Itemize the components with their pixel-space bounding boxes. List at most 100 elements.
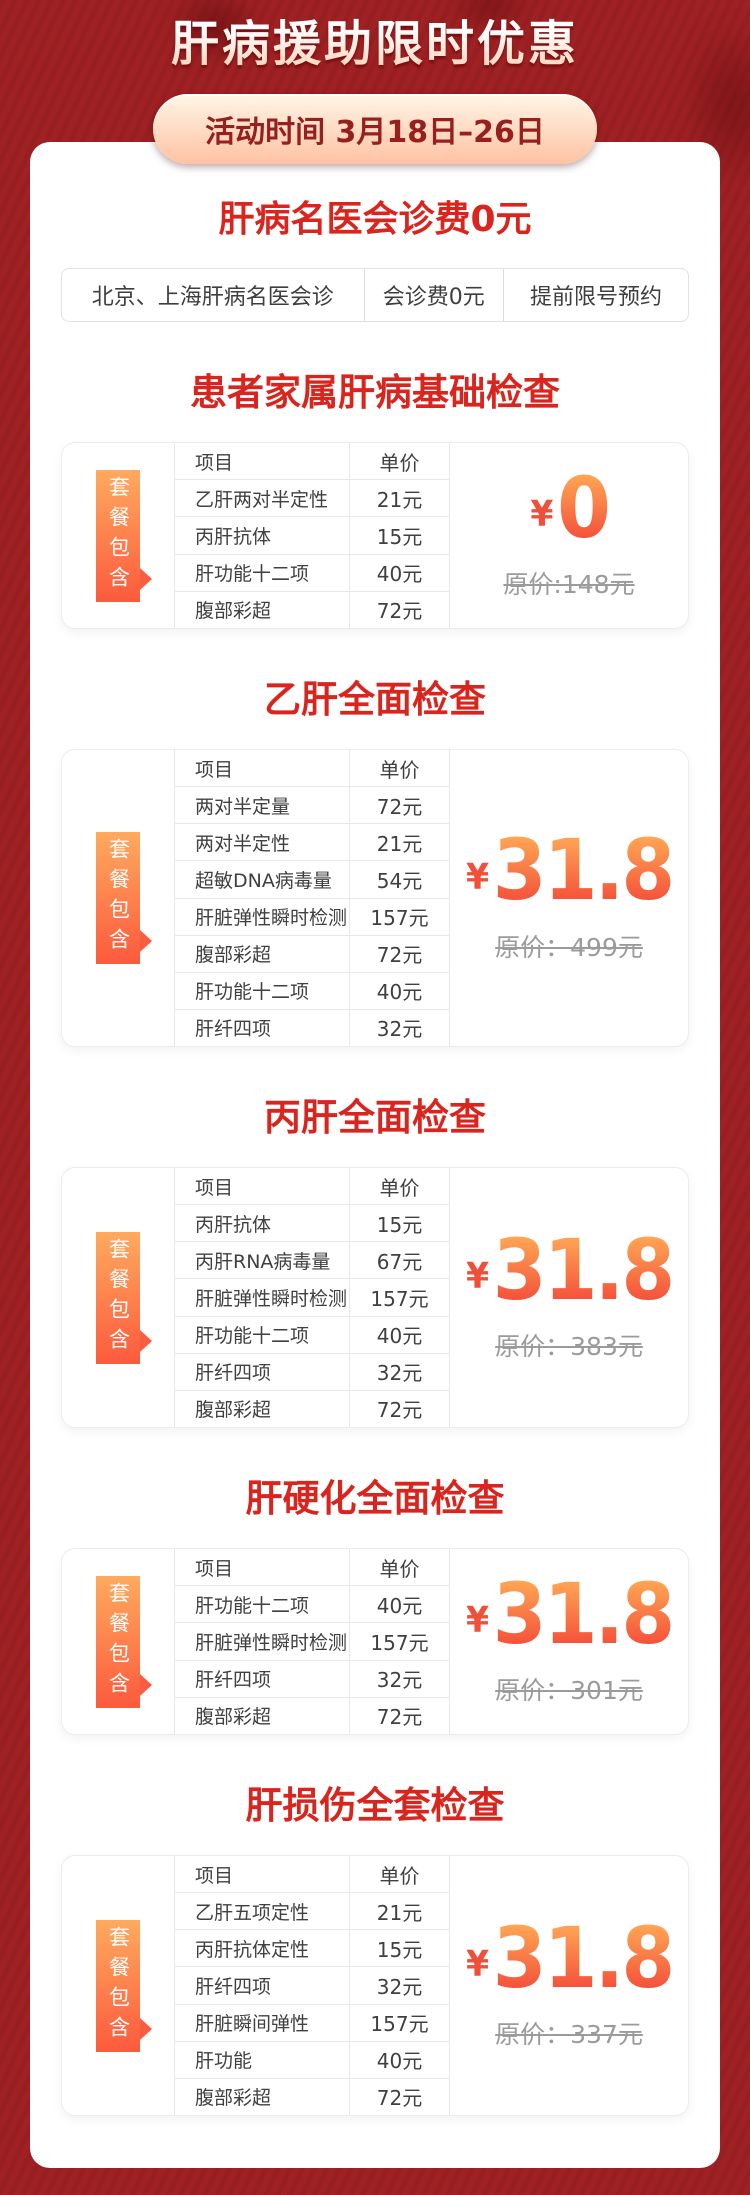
ribbon-zone: 套餐包含: [62, 1549, 174, 1734]
original-price: 原价：499元: [495, 932, 643, 962]
item-price-cell: 15元: [349, 1205, 449, 1242]
item-name-cell: 腹部彩超: [195, 944, 272, 967]
item-name-cell: 肝纤四项: [195, 1669, 272, 1692]
item-price-cell: 21元: [349, 1893, 449, 1930]
table-row: 丙肝抗体定性 15元: [175, 1929, 449, 1967]
price-box: ¥ 0 原价:148元: [450, 443, 688, 628]
package-price: 31.8: [492, 1564, 675, 1663]
original-price: 原价：301元: [495, 1676, 643, 1706]
item-price-cell: 15元: [349, 1930, 449, 1967]
item-name-cell: 肝功能十二项: [195, 981, 310, 1004]
item-name-cell: 两对半定性: [195, 832, 291, 855]
price-box: ¥ 31.8 原价：301元: [450, 1549, 688, 1734]
package-title: 肝硬化全面检查: [245, 1477, 505, 1520]
currency-symbol: ¥: [530, 494, 554, 536]
item-price-cell: 157元: [349, 898, 449, 935]
table-row: 肝功能 40元: [175, 2040, 449, 2078]
tag-item: 会诊费0元: [363, 269, 503, 321]
tag-item: 北京、上海肝病名医会诊: [91, 285, 334, 310]
item-price-cell: 72元: [349, 591, 449, 629]
item-name-cell: 超敏DNA病毒量: [195, 869, 332, 892]
item-name-cell: 腹部彩超: [195, 1399, 272, 1422]
table-row: 超敏DNA病毒量 54元: [175, 860, 449, 898]
currency-symbol: ¥: [465, 1600, 489, 1642]
table-row: 腹部彩超 72元: [175, 2077, 449, 2115]
col-header-item: 项目: [195, 1864, 234, 1887]
item-name-cell: 丙肝抗体: [195, 1213, 272, 1236]
package-title: 肝损伤全套检查: [245, 1784, 505, 1827]
price-line: ¥ 31.8: [466, 1908, 675, 2007]
item-name-cell: 肝脏弹性瞬时检测: [195, 1287, 348, 1310]
item-name-cell: 腹部彩超: [195, 600, 272, 623]
price-line: ¥ 31.8: [465, 1564, 675, 1663]
package-table: 项目 单价 乙肝五项定性 21元 丙肝抗体定性 15元 肝纤四项 32元 肝脏瞬间弹性 157元肝…: [174, 1856, 450, 2115]
item-name-cell: 丙肝RNA病毒量: [195, 1250, 331, 1273]
table-row: 肝纤四项 32元: [175, 1966, 449, 2004]
header: 肝病援助限时优惠 活动时间 3月18日–26日: [0, 0, 750, 164]
package-table: 项目 单价 两对半定量 72元 两对半定性 21元 超敏DNA病毒量 54元 肝脏弹性瞬时检测 1…: [174, 750, 450, 1046]
ribbon-zone: 套餐包含: [62, 1856, 174, 2115]
package-ribbon: 套餐包含: [96, 832, 152, 964]
item-name-cell: 丙肝抗体定性: [195, 1938, 310, 1961]
item-name-cell: 丙肝抗体: [195, 526, 272, 548]
package-section: 丙肝全面检查 套餐包含 项目 单价 丙肝抗体 15元 丙肝RNA病毒量 67元 肝脏弹性瞬时…: [61, 1087, 689, 1428]
table-row: 肝功能十二项 40元: [175, 971, 449, 1009]
table-row: 两对半定性 21元: [175, 823, 449, 861]
package-card: 套餐包含 项目 单价 乙肝两对半定性 21元 丙肝抗体 15元 肝功能十二项 40元 腹部彩超 7…: [61, 442, 689, 629]
col-header-item: 项目: [195, 1176, 234, 1199]
table-row: 丙肝抗体 15元: [175, 516, 449, 554]
item-price-cell: 15元: [349, 517, 449, 554]
tags-bar: 北京、上海肝病名医会诊 会诊费0元 提前限号预约: [61, 268, 689, 322]
ribbon-zone: 套餐包含: [62, 750, 174, 1046]
price-line: ¥ 0: [530, 458, 611, 557]
price-box: ¥ 31.8 原价：383元: [450, 1168, 688, 1427]
ribbon-zone: 套餐包含: [62, 443, 174, 628]
table-row: 肝功能十二项 40元: [175, 1315, 449, 1353]
item-price-cell: 54元: [349, 861, 449, 898]
package-section: 乙肝全面检查 套餐包含 项目 单价 两对半定量 72元 两对半定性 21元 超敏DNA病毒量…: [61, 669, 689, 1047]
package-card: 套餐包含 项目 单价 乙肝五项定性 21元 丙肝抗体定性 15元 肝纤四项 32元 肝脏瞬间弹性…: [61, 1855, 689, 2116]
package-price: 31.8: [492, 1220, 675, 1319]
package-card: 套餐包含 项目 单价 丙肝抗体 15元 丙肝RNA病毒量 67元 肝脏弹性瞬时检测 157元肝…: [61, 1167, 689, 1428]
consult-title: 肝病名医会诊费0元: [218, 199, 532, 240]
item-price-cell: 40元: [349, 554, 449, 591]
package-price: 31.8: [492, 1908, 675, 2007]
item-price-cell: 21元: [349, 480, 449, 517]
item-price-cell: 72元: [349, 1390, 449, 1427]
table-row: 项目 单价: [175, 1856, 449, 1893]
package-card: 套餐包含 项目 单价 两对半定量 72元 两对半定性 21元 超敏DNA病毒量 54元 肝脏弹性…: [61, 749, 689, 1047]
content-card: 肝病名医会诊费0元 北京、上海肝病名医会诊 会诊费0元 提前限号预约 患者家属肝…: [30, 142, 720, 2168]
table-row: 肝脏弹性瞬时检测 157元: [175, 897, 449, 935]
item-price-cell: 32元: [349, 1009, 449, 1046]
decorative-blob: [430, 0, 550, 50]
col-header-price: 单价: [349, 1549, 449, 1586]
price-line: ¥ 31.8: [466, 828, 675, 912]
table-row: 腹部彩超 72元: [175, 1696, 449, 1735]
price-box: ¥ 31.8 原价：499元: [450, 750, 688, 1046]
col-header-item: 项目: [195, 451, 234, 474]
packages-list: 患者家属肝病基础检查 套餐包含 项目 单价 乙肝两对半定性 21元 丙肝抗体 15元 肝功能…: [61, 362, 689, 2116]
package-price: 0: [556, 458, 611, 557]
item-price-cell: 21元: [349, 824, 449, 861]
package-title: 患者家属肝病基础检查: [190, 371, 560, 414]
item-price-cell: 72元: [349, 1697, 449, 1735]
col-header-price: 单价: [349, 1856, 449, 1893]
item-price-cell: 32元: [349, 1967, 449, 2004]
item-price-cell: 72元: [349, 2078, 449, 2115]
time-badge: 活动时间 3月18日–26日: [153, 94, 597, 164]
table-row: 肝纤四项 32元: [175, 1659, 449, 1697]
item-name-cell: 两对半定量: [195, 795, 291, 818]
package-title: 丙肝全面检查: [264, 1096, 486, 1139]
package-ribbon: 套餐包含: [96, 1231, 152, 1364]
item-price-cell: 67元: [349, 1242, 449, 1279]
package-card: 套餐包含 项目 单价 肝功能十二项 40元 肝脏弹性瞬时检测 157元 肝纤四项 32元 腹部彩…: [61, 1548, 689, 1735]
table-row: 肝功能十二项 40元: [175, 553, 449, 591]
original-price: 原价:148元: [503, 570, 635, 600]
table-row: 丙肝RNA病毒量 67元: [175, 1241, 449, 1279]
package-table: 项目 单价 乙肝两对半定性 21元 丙肝抗体 15元 肝功能十二项 40元 腹部彩超 72元: [174, 443, 450, 629]
item-price-cell: 157元: [349, 2004, 449, 2041]
table-row: 项目 单价: [175, 750, 449, 787]
package-table: 项目 单价 肝功能十二项 40元 肝脏弹性瞬时检测 157元 肝纤四项 32元 腹部彩超 72元: [174, 1549, 450, 1735]
item-name-cell: 肝功能十二项: [195, 563, 310, 586]
